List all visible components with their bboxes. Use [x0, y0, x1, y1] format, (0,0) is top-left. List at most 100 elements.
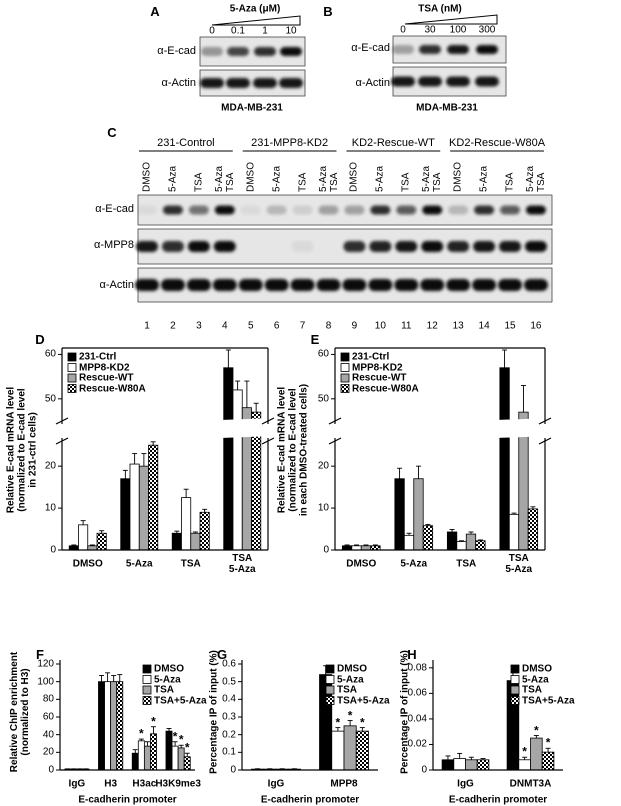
- lane-number: 8: [325, 320, 332, 332]
- y-tick-label: 0.06: [407, 687, 427, 699]
- lane-number: 3: [196, 320, 202, 332]
- x-tick-label: DMSO: [346, 558, 377, 570]
- error-bar: [183, 488, 189, 498]
- blot-band: [476, 45, 498, 54]
- group-label: KD2-Rescue-WT: [351, 136, 435, 149]
- bar: [475, 540, 486, 551]
- error-bar: [150, 726, 156, 734]
- error-bar: [415, 465, 421, 479]
- blot-band: [446, 279, 471, 291]
- bar: [150, 733, 157, 771]
- lane-label: TSA: [297, 172, 309, 192]
- blot-band: [161, 241, 184, 252]
- bar: [223, 367, 234, 551]
- x-tick-label: MPP8: [330, 778, 358, 790]
- legend-swatch: [510, 664, 520, 674]
- panel-label: C: [107, 124, 117, 140]
- error-bar: [105, 672, 111, 682]
- legend-swatch: [325, 664, 335, 674]
- error-bar: [449, 529, 455, 532]
- bar: [360, 545, 372, 551]
- bar: [355, 730, 369, 771]
- significance-mark: *: [534, 722, 539, 737]
- error-bar: [89, 544, 95, 546]
- bar: [453, 758, 466, 771]
- blot-band: [420, 279, 445, 291]
- x-tick-label: IgG: [457, 778, 474, 790]
- bar: [104, 681, 112, 771]
- bar: [518, 759, 531, 771]
- y-tick-label: 50: [44, 393, 56, 405]
- blot-band: [212, 279, 237, 291]
- blot-band: [135, 279, 159, 291]
- blot-band: [254, 47, 276, 56]
- lane-label: TSA: [193, 172, 205, 192]
- bar: [331, 730, 345, 771]
- bar: [190, 532, 201, 551]
- error-bar: [172, 741, 178, 747]
- lane-label: 5-Aza: [167, 165, 179, 192]
- bar: [183, 756, 191, 771]
- lane-number: 14: [478, 320, 490, 332]
- x-tick-label: IgG: [68, 778, 86, 790]
- error-bar: [530, 506, 536, 509]
- error-bar: [80, 520, 86, 525]
- x-tick-label: TSA 5-Aza: [505, 553, 533, 575]
- axis-break-gap: [544, 424, 546, 438]
- break-mark: [261, 417, 275, 425]
- y-tick-label: 0: [48, 764, 54, 776]
- blot-band: [240, 205, 261, 215]
- error-bar: [99, 675, 105, 682]
- row-label: α-E-cad: [157, 44, 196, 57]
- lane-label: 5-Aza: [374, 165, 386, 192]
- panel-label: H: [407, 646, 417, 662]
- bar: [508, 513, 520, 551]
- error-bar: [477, 539, 483, 541]
- lane-number: 2: [170, 320, 176, 332]
- y-tick-label: 60: [42, 711, 54, 723]
- lane-number: 1: [144, 320, 150, 332]
- blot-band: [227, 47, 249, 56]
- y-tick-label: 0.08: [407, 662, 427, 674]
- bar: [68, 545, 79, 551]
- legend-label: TSA+5-Aza: [154, 695, 207, 706]
- legend-label: Rescue-W80A: [352, 383, 419, 394]
- bar: [131, 752, 139, 771]
- x-tick-label: TSA: [456, 558, 477, 570]
- legend-label: Rescue-W80A: [79, 383, 146, 394]
- bar: [456, 541, 467, 551]
- bar: [341, 545, 353, 551]
- error-bar: [138, 738, 144, 741]
- y-tick-label: 0.1: [222, 746, 236, 758]
- lane-label: 100: [449, 24, 467, 36]
- legend-swatch: [340, 352, 350, 362]
- x-axis-label: E-cadherin promoter: [78, 794, 177, 806]
- bar: [403, 534, 415, 551]
- error-bar: [335, 727, 341, 732]
- bar: [171, 745, 179, 771]
- axis-break-gap: [267, 424, 269, 438]
- panel-label: B: [323, 3, 333, 19]
- error-bar: [166, 728, 172, 732]
- bar: [110, 681, 118, 771]
- legend-label: 5-Aza: [522, 674, 549, 685]
- axis-break-gap: [334, 424, 336, 438]
- row-label: α-E-cad: [351, 41, 390, 54]
- bar: [232, 389, 243, 551]
- blot-band: [136, 241, 158, 252]
- panel-label: G: [216, 646, 228, 662]
- error-bar: [359, 727, 365, 732]
- significance-mark: *: [184, 740, 190, 755]
- bar: [148, 444, 159, 551]
- error-bar: [122, 469, 128, 479]
- bar: [177, 747, 185, 771]
- legend-swatch: [340, 384, 350, 393]
- blot-band: [369, 241, 392, 252]
- y-tick-label: 60: [317, 348, 329, 360]
- significance-mark: *: [522, 744, 527, 759]
- lane-label: 0: [209, 25, 215, 37]
- x-tick-label: 5-Aza: [125, 558, 153, 570]
- bar: [422, 525, 434, 551]
- error-bar: [363, 544, 369, 546]
